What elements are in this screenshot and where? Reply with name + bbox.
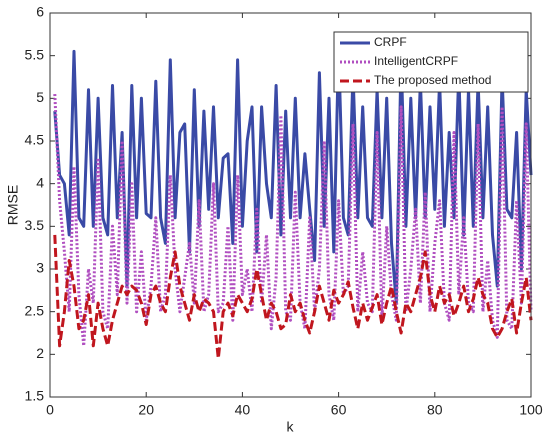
legend-label: The proposed method bbox=[374, 73, 491, 87]
x-tick-label: 20 bbox=[138, 402, 154, 418]
series-line bbox=[53, 234, 533, 361]
x-tick-label: 100 bbox=[519, 402, 543, 418]
y-tick-label: 3.5 bbox=[25, 217, 45, 233]
y-tick-label: 1.5 bbox=[25, 388, 45, 404]
x-axis-label: k bbox=[287, 419, 295, 435]
x-tick-label: 80 bbox=[427, 402, 443, 418]
x-tick-label: 40 bbox=[235, 402, 251, 418]
x-tick-label: 0 bbox=[46, 402, 54, 418]
y-tick-label: 5.5 bbox=[25, 46, 45, 62]
y-tick-label: 6 bbox=[36, 4, 44, 20]
y-tick-label: 2.5 bbox=[25, 302, 45, 318]
x-tick-label: 60 bbox=[331, 402, 347, 418]
y-tick-label: 2 bbox=[36, 345, 44, 361]
y-tick-label: 4.5 bbox=[25, 132, 45, 148]
y-tick-label: 3 bbox=[36, 260, 44, 276]
y-tick-label: 4 bbox=[36, 174, 44, 190]
y-axis-label: RMSE bbox=[5, 185, 21, 225]
series-line bbox=[53, 45, 533, 305]
y-tick-label: 5 bbox=[36, 89, 44, 105]
plot-frame bbox=[49, 12, 532, 398]
series-line bbox=[53, 94, 533, 348]
legend-label: CRPF bbox=[374, 35, 407, 49]
legend-label: IntelligentCRPF bbox=[374, 54, 458, 68]
